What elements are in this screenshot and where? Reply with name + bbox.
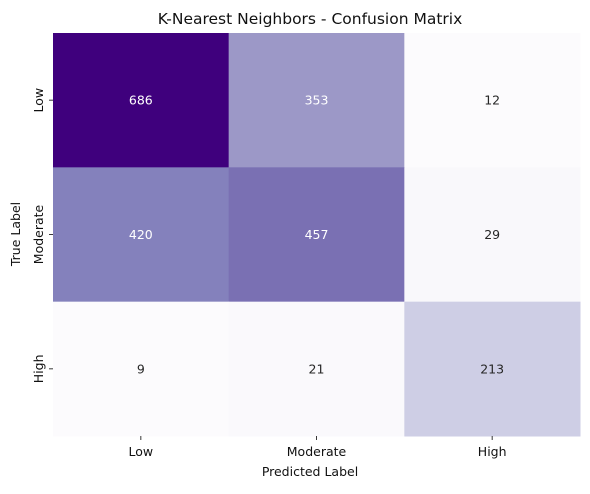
x-tick-label-0: Low	[129, 444, 154, 459]
cell-value-label-r2-c2: 213	[480, 361, 504, 376]
heatmap-cell-r0-c2	[404, 33, 581, 168]
y-tick-label-1: Moderate	[31, 204, 46, 264]
cell-value-label-r1-c0: 420	[129, 227, 153, 242]
cell-value-label-r1-c2: 29	[484, 227, 500, 242]
cell-value-label-r0-c1: 353	[305, 93, 329, 108]
cell-value-label-r2-c1: 21	[309, 361, 325, 376]
heatmap-cell-r0-c0	[53, 33, 230, 168]
cell-value-labels: 686 353 12 420 457 29 9 21 213	[129, 93, 504, 377]
heatmap-cell-r2-c2	[404, 301, 581, 437]
heatmap-cells	[53, 33, 581, 437]
heatmap-cell-r1-c1	[228, 167, 405, 303]
y-axis-title: True Label	[8, 202, 23, 267]
x-axis-title: Predicted Label	[262, 464, 358, 479]
heatmap-cell-r2-c0	[53, 301, 230, 437]
y-tick-label-0: Low	[31, 88, 46, 113]
axes: Low Moderate High Low Moderate High	[31, 88, 507, 459]
heatmap-cell-r2-c1	[228, 301, 405, 437]
cell-value-label-r2-c0: 9	[137, 361, 145, 376]
heatmap-cell-r0-c1	[228, 33, 405, 168]
heatmap-cell-r1-c2	[404, 167, 581, 303]
cell-value-label-r0-c0: 686	[129, 93, 153, 108]
x-tick-label-1: Moderate	[287, 444, 347, 459]
chart-title: K-Nearest Neighbors - Confusion Matrix	[158, 10, 463, 28]
cell-value-label-r0-c2: 12	[484, 93, 500, 108]
y-tick-label-2: High	[31, 354, 46, 383]
x-tick-label-2: High	[478, 444, 507, 459]
heatmap-cell-r1-c0	[53, 167, 230, 303]
cell-value-label-r1-c1: 457	[305, 227, 329, 242]
